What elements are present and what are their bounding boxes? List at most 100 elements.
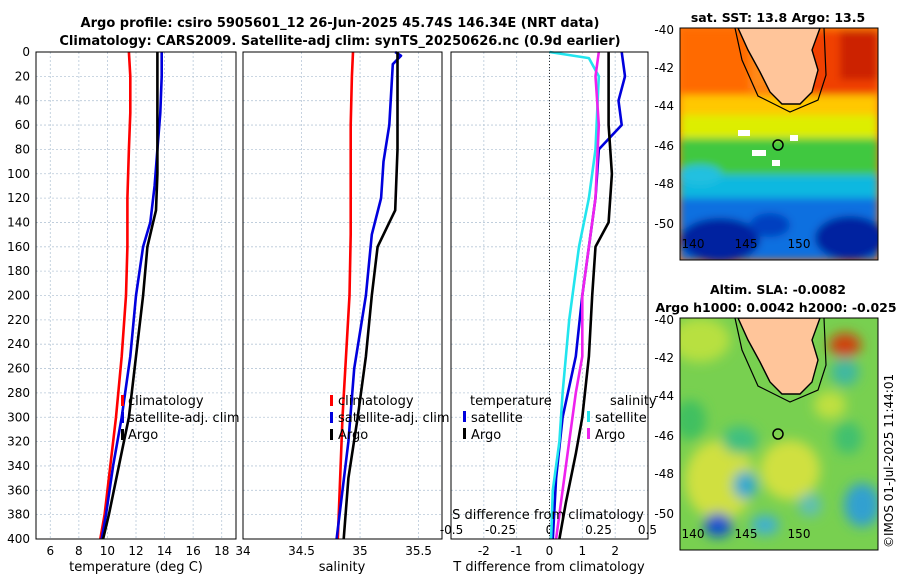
sst-map (680, 28, 878, 260)
imos-timestamp: ©IMOS 01-Jul-2025 11:44:01 (882, 374, 896, 548)
legend-swatch-t-satellite (463, 411, 466, 422)
depth-tick-label: 320 (7, 435, 30, 449)
legend-swatch-satellite (121, 412, 124, 423)
legend-title-salinity: salinity (610, 394, 657, 409)
x-tick-label: -2 (478, 544, 490, 558)
x-tick-label: 14 (157, 544, 172, 558)
legend-swatch-s-argo (587, 428, 590, 439)
map-lon-tick-label: 150 (788, 527, 811, 541)
depth-tick-label: 400 (7, 532, 30, 546)
depth-tick-label: 40 (15, 94, 30, 108)
legend-label-argo-s: Argo (338, 428, 368, 443)
x-tick-label: 12 (128, 544, 143, 558)
legend-swatch-climatology (121, 395, 124, 406)
s-diff-tick-label: 0 (546, 523, 554, 537)
x-tick-label: 2 (611, 544, 619, 558)
salinity-legend: climatology satellite-adj. clim Argo (330, 394, 450, 443)
legend-label-climatology: climatology (128, 394, 204, 409)
temperature-legend: climatology satellite-adj. clim Argo (121, 394, 240, 443)
x-tick-label: 35.5 (405, 544, 432, 558)
header-line-2: Climatology: CARS2009. Satellite-adj cli… (59, 34, 620, 49)
header-line-1: Argo profile: csiro 5905601_12 26-Jun-20… (81, 16, 600, 31)
x-tick-label: 34 (235, 544, 250, 558)
depth-tick-label: 340 (7, 459, 30, 473)
depth-tick-label: 20 (15, 69, 30, 83)
series-line-climatology (336, 51, 355, 540)
x-tick-label: -1 (511, 544, 523, 558)
map-lat-tick-label: -50 (654, 217, 674, 231)
depth-tick-label: 300 (7, 410, 30, 424)
x-tick-label: 0 (546, 544, 554, 558)
legend-label-satellite: satellite-adj. clim (128, 411, 240, 426)
legend-swatch-satellite-s (330, 412, 333, 423)
sst-map-x-ticks: 140 145 150 (682, 237, 811, 251)
depth-tick-label: 140 (7, 215, 30, 229)
x-tick-label: 10 (100, 544, 115, 558)
s-diff-tick-label: -0.5 (440, 523, 463, 537)
axes-frame (35, 51, 237, 540)
s-diff-tick-label: -0.25 (485, 523, 516, 537)
depth-tick-label: 160 (7, 240, 30, 254)
map-lat-tick-label: -40 (654, 313, 674, 327)
temperature-axis-label: temperature (deg C) (69, 560, 203, 575)
series-line-climatology (99, 51, 132, 540)
map-lat-tick-label: -46 (654, 139, 674, 153)
axes-frame (242, 51, 443, 540)
legend-swatch-argo-s (330, 429, 333, 440)
depth-tick-label: 100 (7, 167, 30, 181)
depth-tick-label: 0 (22, 45, 30, 59)
legend-label-t-satellite: satellite (471, 411, 523, 426)
sst-map-y-ticks: -40 -42 -44 -46 -48 -50 (654, 23, 674, 231)
difference-legend: temperature satellite Argo salinity sate… (463, 394, 657, 443)
series-line-s-argo (554, 51, 601, 540)
legend-swatch-s-satellite (587, 411, 590, 422)
series-line-satellite-adj-clim (335, 50, 403, 540)
series-line-argo (101, 52, 159, 540)
salinity-panel: 34 34.5 35 35.5 (235, 50, 443, 558)
depth-tick-labels: 0 20 40 60 80 100 120 140 160 180 200 220 240 260 280 3… (7, 45, 30, 546)
difference-axis-label: T difference from climatology (452, 560, 645, 575)
depth-tick-label: 380 (7, 508, 30, 522)
legend-label-satellite-s: satellite-adj. clim (338, 411, 450, 426)
series-line-t-argo (558, 52, 614, 540)
depth-tick-label: 280 (7, 386, 30, 400)
map-lat-tick-label: -48 (654, 467, 674, 481)
temperature-panel: 6 8 10 12 14 16 18 (35, 51, 237, 558)
map-lon-tick-label: 150 (788, 237, 811, 251)
depth-tick-label: 80 (15, 142, 30, 156)
depth-tick-label: 180 (7, 264, 30, 278)
map-lat-tick-label: -48 (654, 177, 674, 191)
legend-label-argo: Argo (128, 428, 158, 443)
axes-frame (450, 51, 649, 540)
sst-map-title: sat. SST: 13.8 Argo: 13.5 (691, 10, 865, 25)
legend-title-temperature: temperature (470, 394, 552, 409)
sla-map-title-2: Argo h1000: 0.0042 h2000: -0.025 (655, 300, 896, 315)
map-lon-tick-label: 145 (735, 237, 758, 251)
sla-map (680, 318, 878, 550)
map-lon-tick-label: 140 (682, 527, 705, 541)
x-tick-label: 1 (579, 544, 587, 558)
x-tick-label: 6 (46, 544, 54, 558)
sla-map-title-1: Altim. SLA: -0.0082 (710, 282, 846, 297)
series-line-satellite-adj-clim (100, 52, 163, 540)
legend-swatch-argo (121, 429, 124, 440)
legend-label-climatology-s: climatology (338, 394, 414, 409)
depth-tick-label: 120 (7, 191, 30, 205)
map-lat-tick-label: -40 (654, 23, 674, 37)
salinity-axis-label: salinity (319, 560, 366, 575)
sla-argo-location-marker (772, 428, 784, 440)
x-tick-label: 16 (186, 544, 201, 558)
sla-map-y-ticks: -40 -42 -44 -46 -48 -50 (654, 313, 674, 521)
depth-tick-label: 220 (7, 313, 30, 327)
map-lon-tick-label: 140 (682, 237, 705, 251)
s-diff-tick-label: 0.5 (638, 523, 657, 537)
map-lat-tick-label: -44 (654, 99, 674, 113)
map-lon-tick-label: 145 (735, 527, 758, 541)
legend-swatch-t-argo (463, 428, 466, 439)
depth-tick-label: 360 (7, 483, 30, 497)
map-lat-tick-label: -42 (654, 351, 674, 365)
depth-tick-label: 200 (7, 289, 30, 303)
x-tick-label: 34.5 (288, 544, 315, 558)
s-diff-tick-label: 0.25 (585, 523, 612, 537)
